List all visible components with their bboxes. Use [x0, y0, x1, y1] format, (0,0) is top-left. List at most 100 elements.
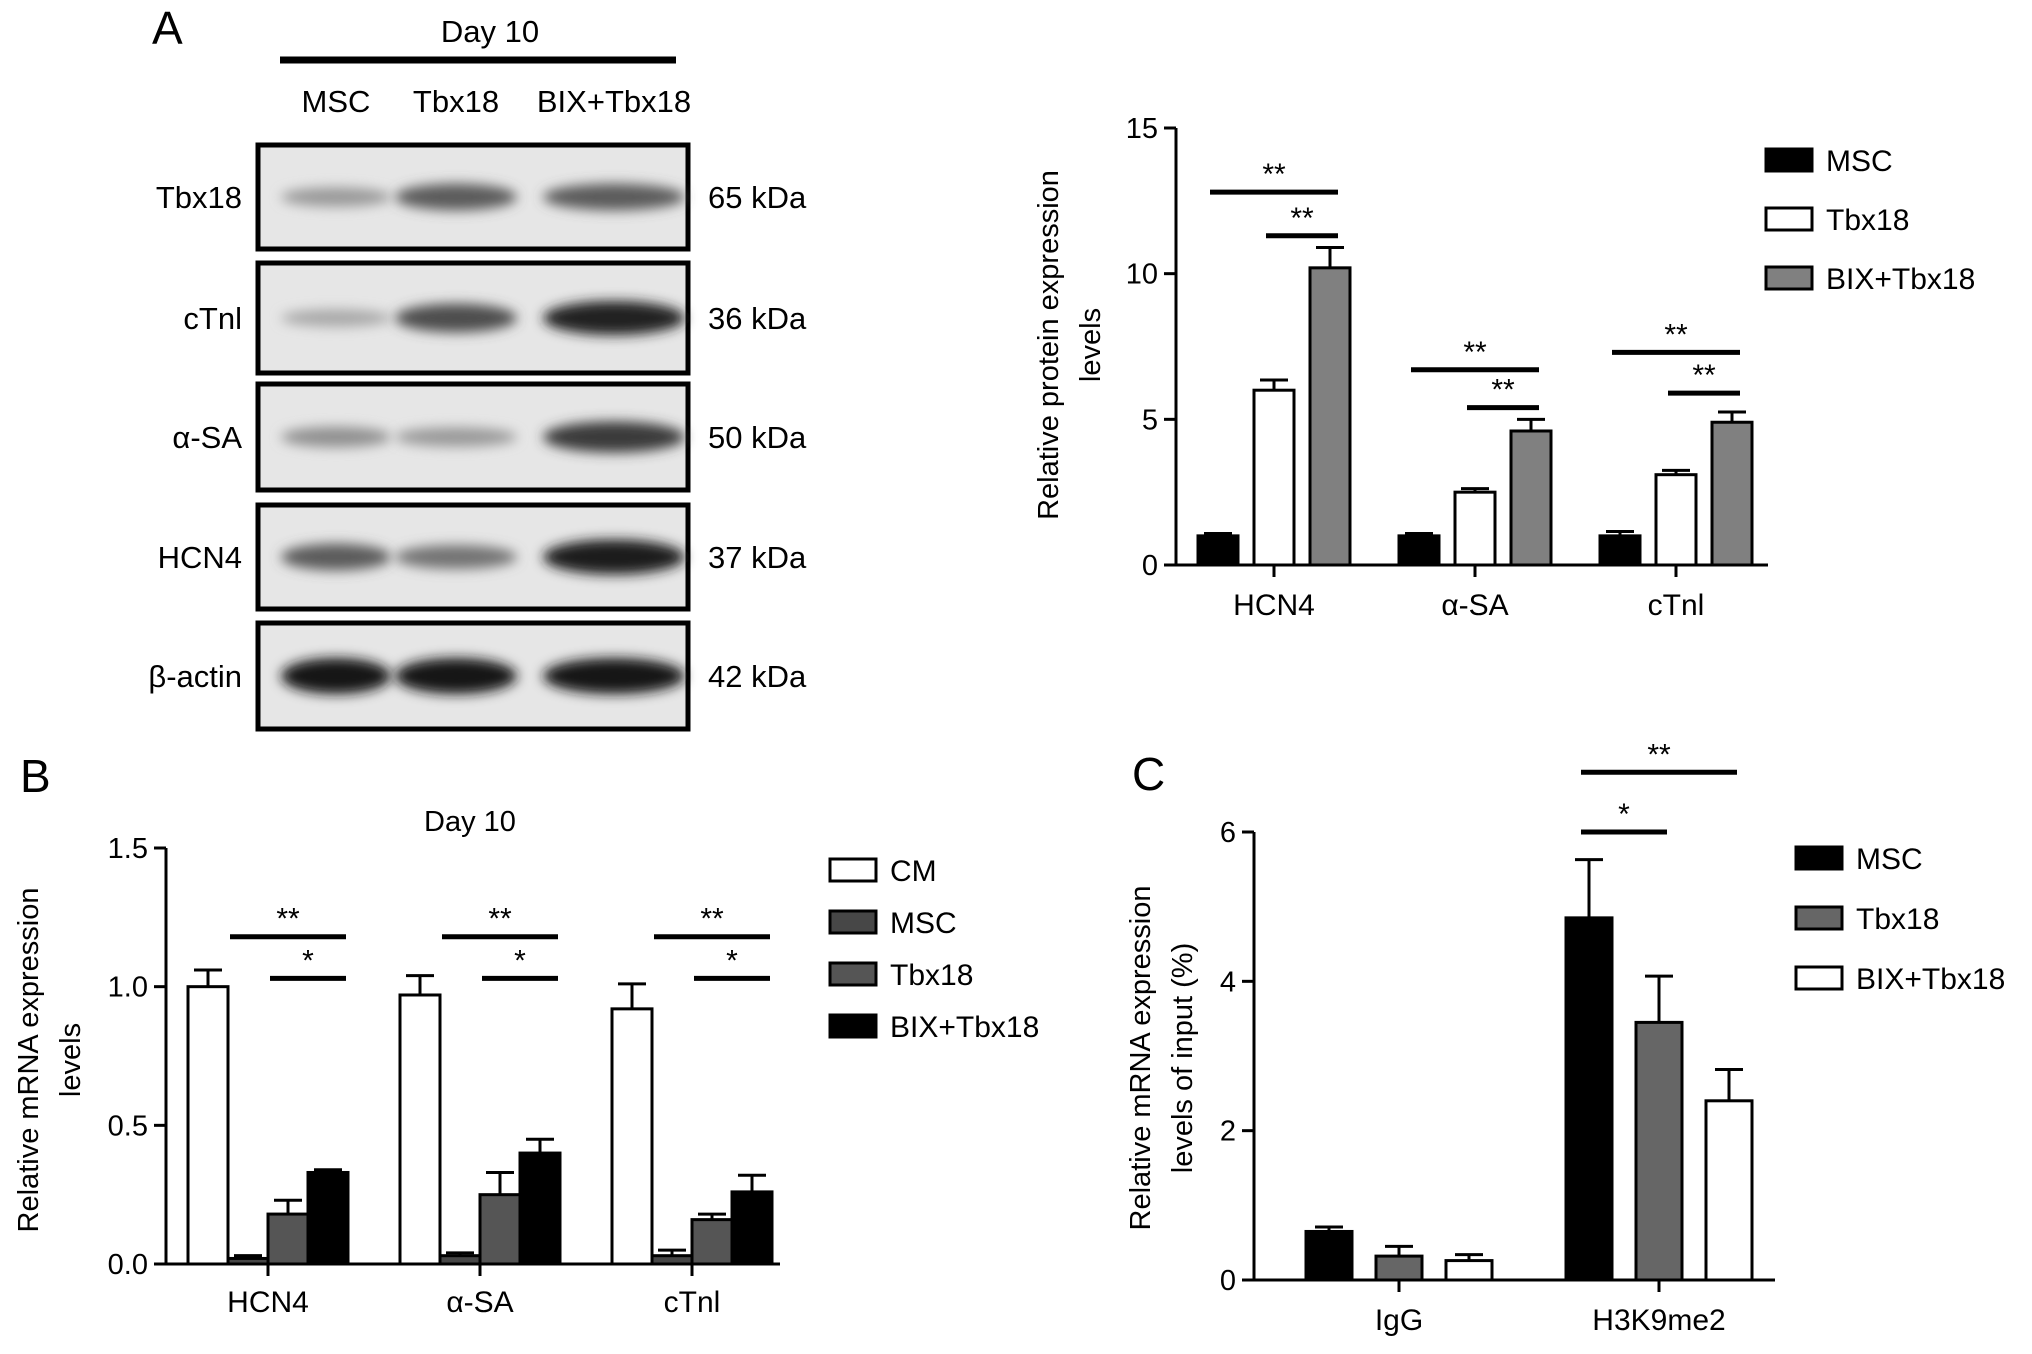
blot-row-label: α-SA [172, 420, 242, 455]
x-category-label: α-SA [1441, 589, 1508, 622]
blot-band [281, 426, 391, 448]
panel-letter-b: B [20, 750, 51, 802]
blot-band [395, 658, 517, 694]
significance-label: ** [1262, 158, 1286, 191]
legend-label: BIX+Tbx18 [1826, 263, 1975, 296]
panel-letter-c: C [1132, 748, 1165, 800]
significance-label: ** [488, 903, 512, 936]
significance-label: ** [1692, 359, 1716, 392]
chart-a-protein: 0 5 10 15 Relative protein expression levels H… [1033, 113, 1975, 622]
western-blot: Day 10 MSC Tbx18 BIX+Tbx18 Tbx18 65 kDa cT… [148, 14, 807, 732]
blot-kda-label: 50 kDa [708, 420, 807, 455]
y-axis-label: Relative mRNA expression levels [13, 888, 87, 1233]
bar-msc [1397, 534, 1441, 567]
y-tick-label: 6 [1220, 817, 1236, 849]
x-category-label: IgG [1375, 1304, 1423, 1337]
significance-label: ** [1491, 374, 1515, 407]
bar-cm [398, 993, 442, 1266]
bar-msc [1196, 534, 1240, 567]
legend-swatch [1764, 147, 1814, 173]
blot-kda-label: 37 kDa [708, 540, 807, 575]
blot-band [395, 427, 517, 447]
blot-row-label: β-actin [148, 659, 242, 694]
bar-msc [650, 1254, 694, 1266]
bar-bix-tbx18 [1444, 1259, 1494, 1282]
blot-lane-label: BIX+Tbx18 [537, 84, 691, 119]
y-tick-label: 4 [1220, 966, 1236, 998]
x-category-label: cTnl [1648, 589, 1705, 622]
legend-swatch [828, 961, 878, 987]
blot-row: α-SA 50 kDa [172, 381, 807, 493]
y-tick-label: 2 [1220, 1116, 1236, 1148]
y-axis-label-line: levels [55, 1023, 87, 1097]
blot-row-label: HCN4 [158, 540, 242, 575]
blot-day-label: Day 10 [441, 14, 539, 49]
legend-swatch [1764, 265, 1814, 291]
blot-band [543, 539, 685, 575]
y-axis-label-line: Relative protein expression [1033, 170, 1065, 520]
bar-bix-tbx18 [1710, 420, 1754, 567]
bar-tbx18 [1453, 490, 1497, 567]
legend-label: Tbx18 [1826, 204, 1909, 237]
bar-bix-tbx18 [730, 1190, 774, 1266]
blot-row: Tbx18 65 kDa [156, 142, 807, 252]
y-tick-label: 10 [1126, 259, 1158, 291]
bar-msc [438, 1254, 482, 1266]
chart-b-mrna: 0.0 0.5 1.0 1.5 Relative mRNA expression leve… [13, 806, 1039, 1319]
blot-kda-label: 36 kDa [708, 301, 807, 336]
y-tick-label: 0.5 [108, 1110, 148, 1142]
blot-row: cTnl 36 kDa [183, 260, 807, 376]
blot-kda-label: 42 kDa [708, 659, 807, 694]
significance-label: ** [276, 903, 300, 936]
bar-tbx18 [690, 1218, 734, 1266]
chart-title: Day 10 [424, 806, 516, 838]
significance-label: * [726, 944, 738, 977]
chart-c-chip: 0 2 4 6 Relative mRNA expression levels of in… [1125, 738, 2005, 1337]
bar-tbx18 [1654, 473, 1698, 567]
legend-swatch [828, 909, 878, 935]
blot-band [543, 183, 685, 211]
legend-label: Tbx18 [890, 959, 973, 992]
significance-label: * [514, 944, 526, 977]
panel-letter-a: A [152, 2, 183, 54]
legend-swatch [1764, 206, 1814, 232]
y-axis-label: Relative protein expression levels [1033, 170, 1107, 520]
blot-row: HCN4 37 kDa [158, 502, 807, 612]
significance-label: ** [1290, 202, 1314, 235]
blot-row-label: cTnl [183, 301, 242, 336]
blot-band [281, 658, 391, 694]
significance-label: ** [1664, 318, 1688, 351]
significance-label: ** [1647, 738, 1671, 771]
legend-swatch [1794, 965, 1844, 991]
blot-band [543, 658, 685, 694]
blot-band [281, 309, 391, 327]
y-axis-label-line: levels [1075, 308, 1107, 382]
bar-msc [1564, 916, 1614, 1282]
x-category-label: cTnl [664, 1286, 721, 1319]
y-tick-label: 0 [1220, 1265, 1236, 1297]
blot-band [395, 303, 517, 333]
y-tick-label: 0 [1142, 550, 1158, 582]
legend-label: BIX+Tbx18 [1856, 963, 2005, 996]
blot-band [543, 421, 685, 453]
y-axis-label: Relative mRNA expression levels of input … [1125, 886, 1199, 1231]
legend-swatch [1794, 845, 1844, 871]
legend-label: MSC [1826, 145, 1893, 178]
y-tick-label: 1.5 [108, 833, 148, 865]
bar-tbx18 [266, 1212, 310, 1266]
legend-label: MSC [1856, 843, 1923, 876]
y-tick-label: 1.0 [108, 972, 148, 1004]
y-axis-label-line: Relative mRNA expression [1125, 886, 1157, 1231]
legend-label: Tbx18 [1856, 903, 1939, 936]
legend-swatch [828, 857, 878, 883]
bar-tbx18 [1634, 1020, 1684, 1282]
bar-msc [226, 1256, 270, 1266]
bar-msc [1598, 534, 1642, 567]
y-axis-label-line: levels of input (%) [1167, 943, 1199, 1174]
x-category-label: HCN4 [227, 1286, 309, 1319]
y-tick-label: 0.0 [108, 1249, 148, 1281]
blot-lane-label: Tbx18 [413, 84, 499, 119]
bar-msc [1304, 1229, 1354, 1282]
bar-bix-tbx18 [306, 1170, 350, 1266]
